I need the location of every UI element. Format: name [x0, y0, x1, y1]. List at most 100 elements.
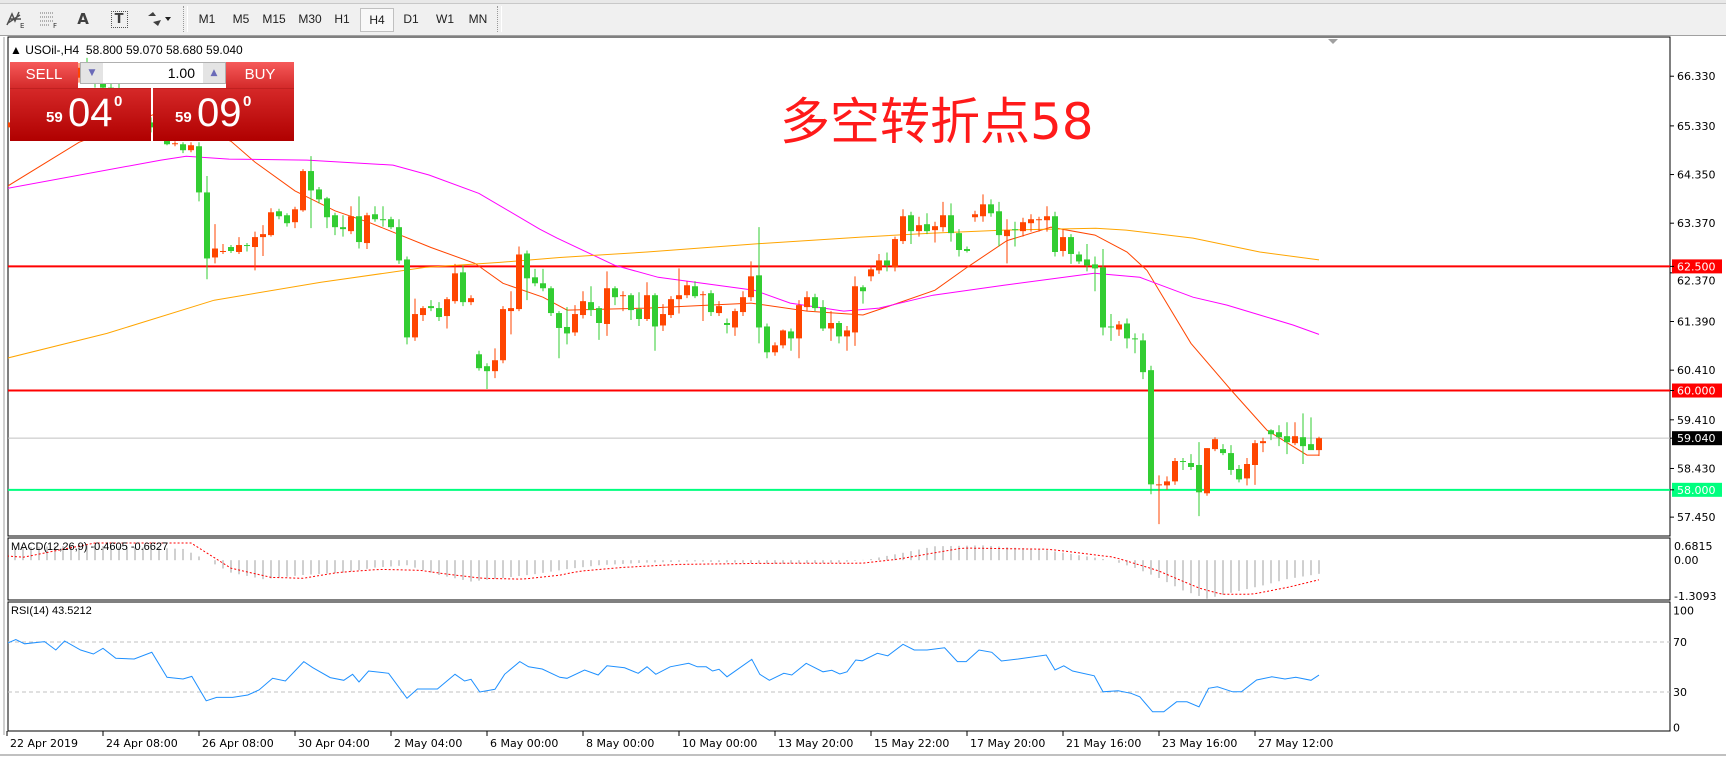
- candle-body: [1028, 219, 1034, 224]
- candle: [1156, 475, 1162, 525]
- candle-body: [956, 233, 962, 251]
- candle-body: [700, 294, 706, 296]
- candle-body: [1084, 259, 1090, 266]
- one-click-trade-panel: SELL ▼ 1.00 ▲ BUY 59 04 0 59 09 0: [10, 62, 294, 141]
- candle-body: [516, 254, 522, 310]
- candle-body: [420, 308, 426, 316]
- candle: [380, 206, 386, 227]
- timeframe-h4-button[interactable]: H4: [360, 8, 394, 32]
- candle: [484, 363, 490, 390]
- candle-body: [980, 204, 986, 217]
- candle: [548, 286, 554, 317]
- candle-body: [668, 299, 674, 316]
- timeframe-m15-button[interactable]: M15: [262, 12, 286, 26]
- candle: [1244, 458, 1250, 486]
- buy-price-sup: 0: [243, 93, 252, 110]
- candle: [1068, 234, 1074, 264]
- fibonacci-icon[interactable]: F: [37, 8, 61, 30]
- timeframe-h1-button[interactable]: H1: [334, 12, 350, 26]
- timeframe-w1-button[interactable]: W1: [436, 12, 454, 26]
- candle: [332, 212, 338, 236]
- candle-body: [596, 308, 602, 323]
- candle-body: [708, 293, 714, 313]
- sell-price-box[interactable]: 59 04 0: [10, 88, 151, 141]
- candle: [788, 328, 794, 351]
- timeframe-m30-button[interactable]: M30: [298, 12, 322, 26]
- volume-value[interactable]: 1.00: [167, 65, 195, 81]
- candle-body: [1076, 254, 1082, 262]
- sell-button[interactable]: SELL: [10, 62, 78, 88]
- price-axis-label: 61.390: [1677, 316, 1716, 329]
- candle: [1260, 437, 1266, 453]
- candle: [260, 225, 266, 256]
- candle: [628, 293, 634, 321]
- candle-body: [1220, 449, 1226, 454]
- buy-price-box[interactable]: 59 09 0: [153, 88, 294, 141]
- candle-body: [252, 237, 258, 248]
- candle: [588, 286, 594, 317]
- timeframe-mn-button[interactable]: MN: [468, 12, 488, 26]
- candle-body: [412, 314, 418, 338]
- arrows-dropdown-icon[interactable]: [143, 8, 175, 30]
- candle: [356, 196, 362, 249]
- candle-body: [1268, 430, 1274, 435]
- candle: [228, 245, 234, 253]
- candle: [316, 186, 322, 204]
- macd-axis-label: 0.6815: [1674, 540, 1713, 553]
- volume-decrease-button[interactable]: ▼: [81, 63, 103, 83]
- rsi-axis-label: 70: [1673, 636, 1687, 649]
- collapse-triangle-icon[interactable]: ▲: [10, 43, 26, 57]
- annotation-text: 多空转折点58: [780, 93, 1094, 151]
- candle-body: [468, 298, 474, 303]
- candle: [1116, 321, 1122, 336]
- candle: [1084, 244, 1090, 272]
- candle: [884, 252, 890, 272]
- timeframe-d1-button[interactable]: D1: [403, 12, 419, 26]
- candle: [700, 291, 706, 322]
- candle: [780, 329, 786, 349]
- candle-body: [1284, 436, 1290, 443]
- candle: [404, 256, 410, 345]
- candle: [1060, 229, 1066, 257]
- candle: [1036, 216, 1042, 232]
- elliott-wave-icon[interactable]: E: [4, 8, 28, 30]
- chart-shift-marker-icon[interactable]: [1328, 39, 1338, 44]
- candle: [236, 237, 242, 254]
- volume-field[interactable]: ▼ 1.00 ▲: [80, 62, 226, 84]
- candle-body: [948, 215, 954, 234]
- timeframe-m5-button[interactable]: M5: [232, 12, 250, 26]
- volume-increase-button[interactable]: ▲: [203, 63, 225, 83]
- candle-body: [876, 260, 882, 271]
- candle-body: [1172, 461, 1178, 482]
- candle-body: [740, 297, 746, 313]
- bid-price-label: 59.040: [1677, 432, 1716, 445]
- buy-button[interactable]: BUY: [226, 62, 294, 88]
- time-axis-label: 26 Apr 08:00: [202, 737, 274, 750]
- text-label-icon[interactable]: T: [107, 8, 131, 30]
- candle: [428, 300, 434, 312]
- candle: [340, 215, 346, 237]
- time-axis-label: 13 May 20:00: [778, 737, 853, 750]
- candle: [732, 308, 738, 336]
- candle: [1172, 458, 1178, 485]
- candle: [812, 293, 818, 312]
- candle: [460, 265, 466, 307]
- candle: [1228, 445, 1234, 475]
- candle-body: [868, 269, 874, 277]
- time-axis-label: 15 May 22:00: [874, 737, 949, 750]
- candle-body: [508, 308, 514, 312]
- candle: [452, 263, 458, 304]
- candle: [532, 268, 538, 287]
- candle-body: [1308, 444, 1314, 451]
- text-icon[interactable]: A: [77, 10, 89, 28]
- candle-body: [1204, 448, 1210, 494]
- candle: [284, 213, 290, 227]
- candle: [388, 216, 394, 230]
- candle: [660, 304, 666, 331]
- timeframe-m1-button[interactable]: M1: [198, 12, 216, 26]
- candle: [1108, 314, 1114, 341]
- candle: [972, 210, 978, 222]
- candle: [612, 286, 618, 306]
- candle-body: [460, 272, 466, 303]
- candle: [900, 209, 906, 245]
